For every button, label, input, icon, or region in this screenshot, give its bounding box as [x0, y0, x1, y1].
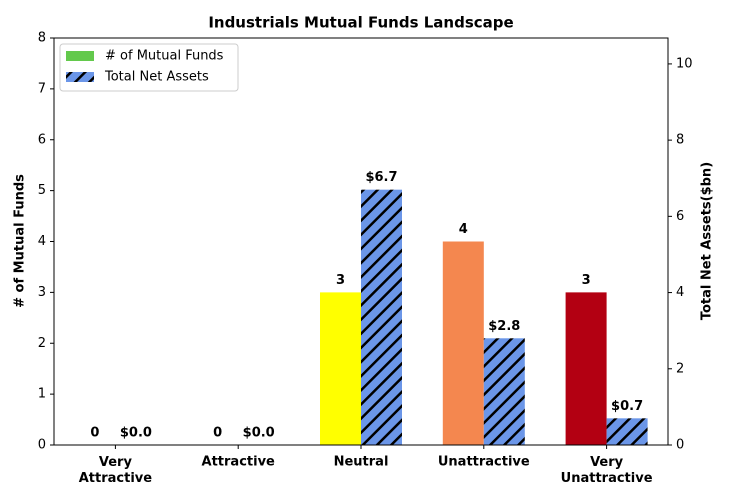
value-label: 0	[90, 426, 99, 441]
y2-axis-label: Total Net Assets($bn)	[700, 162, 715, 320]
y-tick-label: 6	[38, 132, 46, 147]
y-tick-label: 1	[38, 387, 46, 402]
x-tick-label: Very Unattractive	[561, 455, 653, 486]
value-label: 3	[336, 273, 345, 288]
legend: # of Mutual Funds Total Net Assets	[59, 43, 239, 92]
y2-tick-label: 2	[676, 361, 684, 376]
value-label: $0.0	[120, 426, 152, 441]
y-tick-label: 5	[38, 183, 46, 198]
y-tick-label: 2	[38, 336, 46, 351]
plot-frame	[53, 37, 669, 446]
y-tick-label: 7	[38, 81, 46, 96]
y-tick-label: 8	[38, 31, 46, 46]
value-label: 3	[582, 273, 591, 288]
y2-tick-label: 0	[676, 438, 684, 453]
y-tick-label: 0	[38, 438, 46, 453]
y-tick-label: 4	[38, 234, 46, 249]
bar	[483, 338, 525, 445]
x-tick-label: Neutral	[334, 455, 389, 470]
value-label: $0.7	[611, 399, 643, 414]
value-label: $2.8	[488, 319, 520, 334]
bar	[442, 241, 484, 445]
value-label: $0.0	[243, 426, 275, 441]
bar	[606, 418, 648, 445]
bar	[320, 292, 361, 445]
legend-swatch	[66, 72, 94, 82]
y2-tick-label: 6	[676, 209, 684, 224]
legend-label: # of Mutual Funds	[105, 49, 224, 64]
chart-title: Industrials Mutual Funds Landscape	[208, 14, 513, 32]
value-label: 0	[213, 426, 222, 441]
legend-label: Total Net Assets	[104, 70, 209, 85]
y-tick-label: 3	[38, 285, 46, 300]
y2-tick-label: 8	[676, 133, 684, 148]
x-tick-label: Very Attractive	[79, 455, 153, 486]
bar	[361, 189, 402, 445]
plot-area: 0 1 2 3 4 5 6 7 8 0 2 4 6 8 10 Very Attractive 0 $0.0 Attra…	[38, 31, 693, 486]
y-axis-label: # of Mutual Funds	[13, 174, 28, 308]
y2-tick-label: 10	[676, 56, 693, 71]
value-label: 4	[459, 222, 468, 237]
legend-frame	[59, 43, 239, 92]
x-tick-label: Attractive	[202, 455, 276, 470]
legend-swatch	[66, 51, 94, 61]
x-tick-label: Unattractive	[438, 455, 530, 470]
bar	[565, 292, 607, 445]
y2-tick-label: 4	[676, 285, 684, 300]
value-label: $6.7	[365, 170, 397, 185]
